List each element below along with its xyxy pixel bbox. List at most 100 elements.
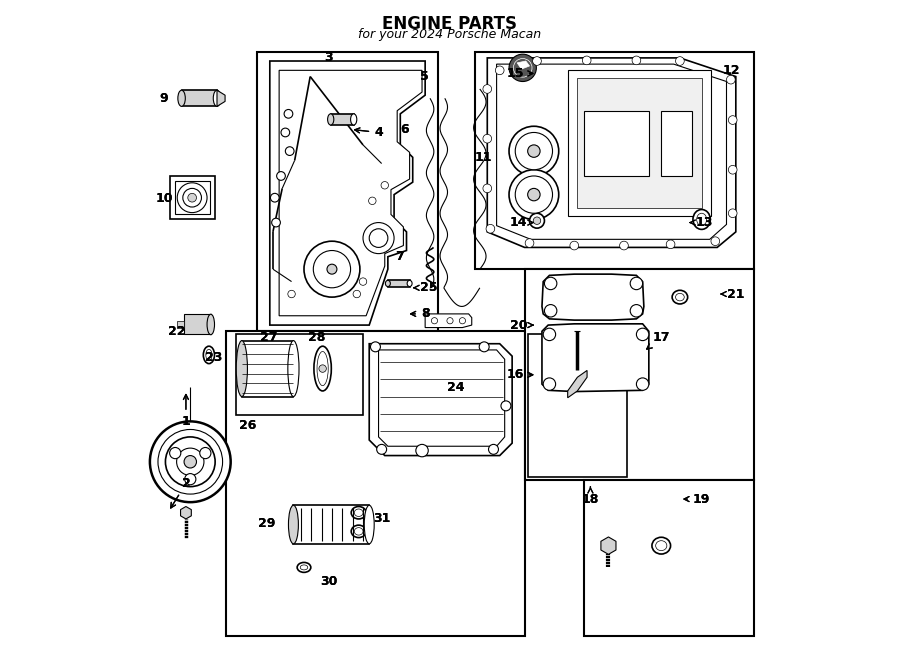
Polygon shape — [518, 61, 529, 69]
Circle shape — [489, 444, 499, 454]
Circle shape — [353, 290, 361, 297]
Circle shape — [570, 241, 579, 250]
Circle shape — [526, 239, 534, 247]
Circle shape — [619, 241, 628, 250]
Bar — [525, 269, 754, 481]
Text: 20: 20 — [509, 319, 533, 332]
Text: 22: 22 — [168, 325, 185, 338]
Text: 17: 17 — [647, 331, 670, 349]
Bar — [583, 481, 754, 636]
Circle shape — [319, 365, 327, 372]
Text: 16: 16 — [507, 368, 533, 381]
Circle shape — [184, 473, 196, 485]
Circle shape — [483, 134, 491, 143]
Circle shape — [486, 225, 495, 233]
Text: 17: 17 — [647, 331, 670, 349]
Ellipse shape — [237, 340, 248, 397]
Text: 27: 27 — [260, 331, 277, 344]
Text: 13: 13 — [690, 216, 714, 229]
Circle shape — [630, 305, 643, 317]
Ellipse shape — [351, 114, 356, 125]
Text: 28: 28 — [308, 331, 325, 344]
Ellipse shape — [213, 90, 220, 106]
Circle shape — [533, 57, 541, 65]
Text: 25: 25 — [414, 282, 437, 294]
Circle shape — [509, 126, 559, 176]
Text: 4: 4 — [355, 126, 382, 139]
Text: 1: 1 — [182, 395, 190, 428]
Polygon shape — [217, 90, 225, 106]
Text: for your 2024 Porsche Macan: for your 2024 Porsche Macan — [358, 28, 542, 41]
Polygon shape — [601, 537, 616, 555]
Circle shape — [184, 455, 196, 468]
Circle shape — [431, 318, 437, 324]
Text: 21: 21 — [721, 288, 744, 301]
Bar — [388, 280, 410, 287]
Circle shape — [363, 223, 394, 254]
Text: 29: 29 — [258, 518, 275, 530]
Circle shape — [676, 57, 684, 65]
Circle shape — [158, 430, 222, 494]
Circle shape — [544, 305, 557, 317]
Ellipse shape — [407, 280, 412, 287]
Circle shape — [200, 447, 211, 459]
Circle shape — [630, 277, 643, 290]
Bar — [182, 90, 217, 106]
Circle shape — [728, 116, 737, 124]
Circle shape — [726, 75, 735, 84]
Circle shape — [272, 218, 281, 227]
Ellipse shape — [351, 506, 366, 519]
Text: 5: 5 — [419, 70, 428, 83]
Circle shape — [544, 329, 555, 340]
Circle shape — [544, 378, 555, 390]
Text: 21: 21 — [721, 288, 744, 301]
Text: 27: 27 — [260, 331, 277, 344]
Text: 5: 5 — [419, 70, 428, 83]
Text: 6: 6 — [400, 123, 409, 136]
Polygon shape — [425, 314, 472, 328]
Circle shape — [515, 132, 553, 170]
Ellipse shape — [178, 90, 185, 106]
Ellipse shape — [355, 509, 363, 516]
Text: 15: 15 — [507, 67, 533, 80]
Text: 24: 24 — [447, 381, 465, 394]
Circle shape — [728, 165, 737, 174]
Text: 28: 28 — [308, 331, 325, 344]
Circle shape — [183, 188, 202, 207]
Circle shape — [636, 378, 649, 390]
Circle shape — [495, 66, 504, 75]
Bar — [184, 314, 211, 334]
Bar — [242, 340, 293, 397]
Text: 23: 23 — [205, 351, 222, 364]
Ellipse shape — [207, 314, 214, 334]
Circle shape — [527, 145, 540, 157]
Bar — [578, 78, 702, 208]
Text: 8: 8 — [410, 307, 429, 321]
Circle shape — [327, 264, 337, 274]
Bar — [527, 334, 627, 477]
Circle shape — [188, 194, 196, 202]
Bar — [236, 334, 363, 415]
Polygon shape — [542, 274, 644, 320]
Text: 3: 3 — [325, 52, 333, 64]
Ellipse shape — [289, 505, 299, 544]
Bar — [583, 111, 649, 176]
Ellipse shape — [314, 346, 331, 391]
Polygon shape — [542, 324, 649, 391]
Circle shape — [636, 329, 649, 340]
Text: 12: 12 — [722, 64, 740, 77]
Text: 20: 20 — [509, 319, 533, 332]
Circle shape — [582, 56, 591, 65]
Circle shape — [150, 422, 230, 502]
Ellipse shape — [297, 563, 310, 572]
Text: 18: 18 — [581, 487, 599, 506]
Polygon shape — [181, 506, 192, 519]
Circle shape — [177, 183, 207, 213]
Circle shape — [359, 278, 366, 286]
Circle shape — [459, 318, 465, 324]
Circle shape — [381, 182, 389, 189]
Ellipse shape — [351, 525, 366, 537]
Circle shape — [369, 197, 376, 204]
Text: 30: 30 — [320, 574, 338, 588]
Circle shape — [544, 277, 557, 290]
